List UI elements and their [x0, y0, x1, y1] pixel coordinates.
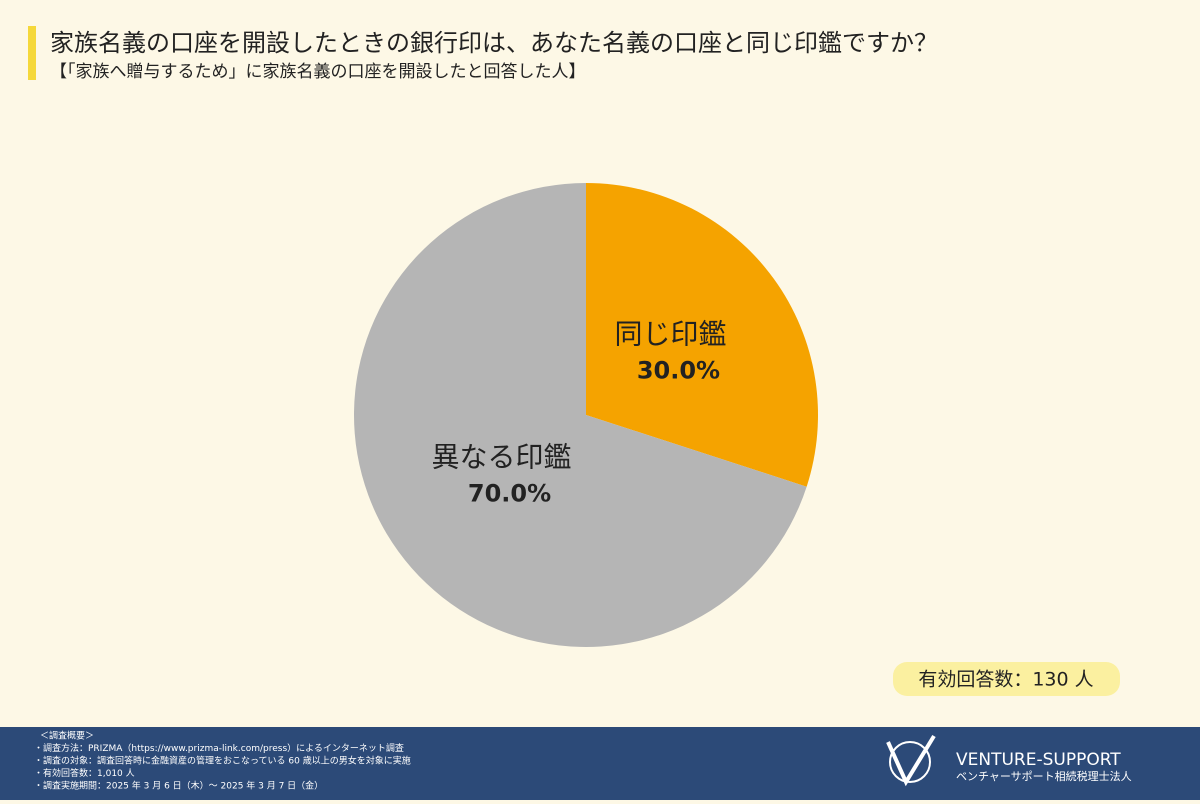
logo-ring — [889, 741, 931, 783]
title-accent — [28, 26, 36, 80]
footer-band — [0, 727, 1200, 800]
footer-line: ＜調査概要＞ — [40, 730, 94, 742]
footer-line: ・調査方法：PRIZMA（https://www.prizma-link.com… — [34, 742, 404, 754]
footer-line: ・調査の対象：調査回答時に金融資産の管理をおこなっている 60 歳以上の男女を対… — [34, 755, 411, 767]
slice-label: 同じ印鑑 — [614, 318, 726, 351]
pie: 同じ印鑑 30.0% 異なる印鑑 70.0% — [354, 183, 818, 647]
logo-tagline: ベンチャーサポート相続税理士法人 — [956, 769, 1132, 783]
slice-label: 異なる印鑑 — [432, 440, 572, 473]
chart-title: 家族名義の口座を開設したときの銀行印は、あなた名義の口座と同じ印鑑ですか？ — [50, 29, 938, 57]
pie-slice — [586, 183, 818, 487]
note-box — [893, 662, 1120, 696]
footer-line: ・有効回答数：1,010 人 — [34, 767, 135, 779]
logo-name: VENTURE-SUPPORT — [956, 750, 1121, 770]
value-label: 30.0% — [637, 357, 720, 385]
footer: ＜調査概要＞・調査方法：PRIZMA（https://www.prizma-li… — [34, 730, 411, 792]
note: 有効回答数：130 人 — [918, 669, 1093, 691]
logo: VENTURE-SUPPORT ベンチャーサポート相続税理士法人 — [886, 734, 1132, 787]
value-label: 70.0% — [468, 479, 551, 507]
pie-slice — [354, 183, 807, 647]
chart-subtitle: 【「家族へ贈与するため」に家族名義の口座を開設したと回答した人】 — [50, 62, 586, 82]
footer-line: ・調査実施期間：2025 年 3 月 6 日（木）～ 2025 年 3 月 7 … — [34, 780, 323, 792]
